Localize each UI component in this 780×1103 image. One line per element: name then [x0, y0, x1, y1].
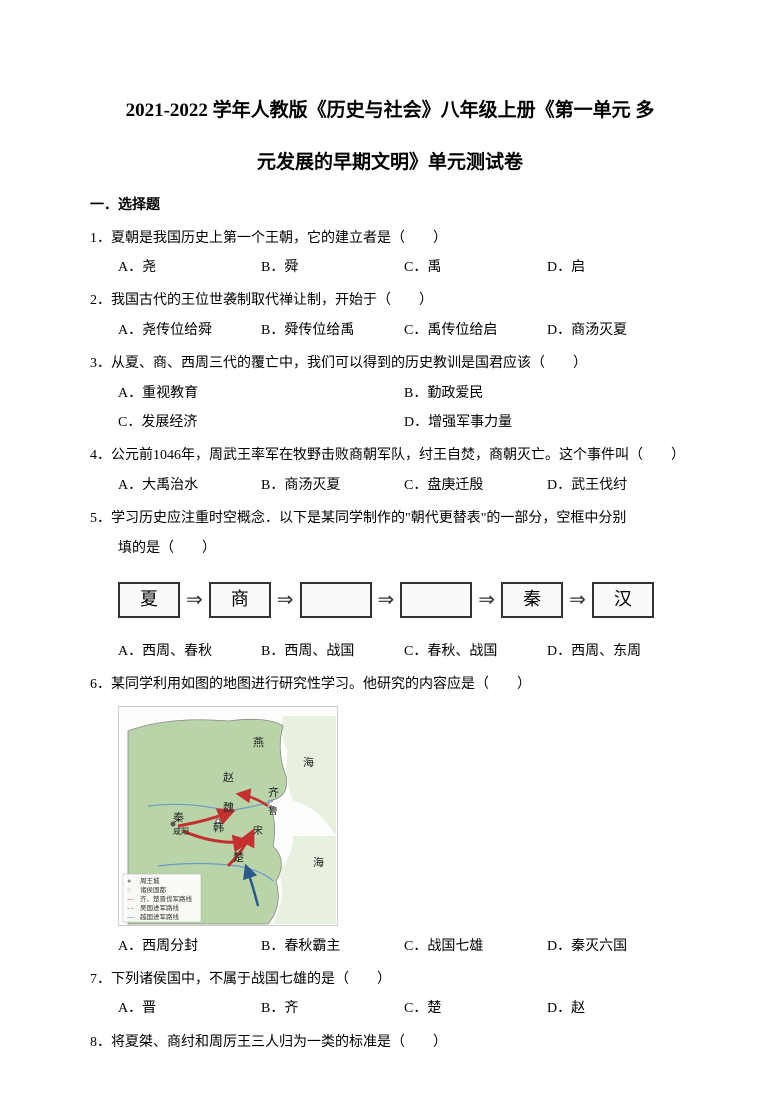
q2-options: A．尧传位给舜 B．舜传位给禹 C．禹传位给启 D．商汤灭夏: [90, 316, 690, 345]
history-map: 燕赵齐魏韩秦楚宋鲁海海咸阳●周王城○诸侯国都—齐、楚晋伐军路线- -吴国进军路线…: [118, 706, 338, 926]
q1-opt-c: C．禹: [404, 253, 547, 282]
svg-text:海: 海: [313, 855, 324, 869]
question-5: 5．学习历史应注重时空概念．以下是某同学制作的"朝代更替表"的一部分，空框中分别…: [90, 504, 690, 666]
q2-opt-a: A．尧传位给舜: [118, 316, 261, 345]
q4-opt-a: A．大禹治水: [118, 471, 261, 500]
q6-text: 6．某同学利用如图的地图进行研究性学习。他研究的内容应是（ ）: [90, 670, 690, 699]
q7-opt-d: D．赵: [547, 994, 690, 1023]
svg-text:魏: 魏: [223, 800, 234, 814]
q8-text: 8．将夏桀、商纣和周厉王三人归为一类的标准是（ ）: [90, 1028, 690, 1057]
svg-text:齐: 齐: [268, 785, 279, 799]
flowchart-box-2: [300, 582, 372, 618]
q6-opt-c: C．战国七雄: [404, 932, 547, 961]
q2-opt-d: D．商汤灭夏: [547, 316, 690, 345]
q1-opt-a: A．尧: [118, 253, 261, 282]
q7-opt-a: A．晋: [118, 994, 261, 1023]
q5-opt-d: D．西周、东周: [547, 637, 690, 666]
svg-text:吴国进军路线: 吴国进军路线: [140, 903, 180, 912]
flowchart-arrow-icon: ⇒: [569, 579, 586, 621]
q3-opt-b: B．勤政爱民: [404, 379, 690, 408]
svg-text:- -: - -: [127, 904, 134, 912]
flowchart-box-1: 商: [209, 582, 271, 618]
q7-text: 7．下列诸侯国中，不属于战国七雄的是（ ）: [90, 965, 690, 994]
svg-text:齐、楚晋伐军路线: 齐、楚晋伐军路线: [140, 894, 193, 903]
svg-text:—: —: [126, 913, 135, 921]
q4-options: A．大禹治水 B．商汤灭夏 C．盘庚迁殷 D．武王伐纣: [90, 471, 690, 500]
svg-text:楚: 楚: [233, 850, 244, 864]
svg-text:秦: 秦: [173, 810, 184, 824]
svg-text:宋: 宋: [253, 824, 263, 837]
q2-opt-c: C．禹传位给启: [404, 316, 547, 345]
svg-text:越国进军路线: 越国进军路线: [140, 912, 180, 921]
q1-text: 1．夏朝是我国历史上第一个王朝，它的建立者是（ ）: [90, 224, 690, 253]
flowchart-box-5: 汉: [592, 582, 654, 618]
flowchart-arrow-icon: ⇒: [277, 579, 294, 621]
q4-opt-c: C．盘庚迁殷: [404, 471, 547, 500]
q3-opt-d: D．增强军事力量: [404, 408, 690, 437]
q1-options: A．尧 B．舜 C．禹 D．启: [90, 253, 690, 282]
question-8: 8．将夏桀、商纣和周厉王三人归为一类的标准是（ ）: [90, 1028, 690, 1057]
exam-title-line2: 元发展的早期文明》单元测试卷: [90, 142, 690, 184]
question-1: 1．夏朝是我国历史上第一个王朝，它的建立者是（ ） A．尧 B．舜 C．禹 D．…: [90, 224, 690, 283]
question-7: 7．下列诸侯国中，不属于战国七雄的是（ ） A．晋 B．齐 C．楚 D．赵: [90, 965, 690, 1024]
flowchart-box-4: 秦: [501, 582, 563, 618]
flowchart-box-3: [400, 582, 472, 618]
flowchart-arrow-icon: ⇒: [378, 579, 395, 621]
svg-text:周王城: 周王城: [140, 877, 160, 885]
q7-options: A．晋 B．齐 C．楚 D．赵: [90, 994, 690, 1023]
q6-opt-a: A．西周分封: [118, 932, 261, 961]
svg-text:诸侯国都: 诸侯国都: [140, 885, 167, 894]
question-3: 3．从夏、商、西周三代的覆亡中，我们可以得到的历史教训是国君应该（ ） A．重视…: [90, 349, 690, 437]
flowchart-arrow-icon: ⇒: [186, 579, 203, 621]
svg-text:韩: 韩: [213, 820, 224, 834]
q3-options: A．重视教育 B．勤政爱民 C．发展经济 D．增强军事力量: [90, 379, 690, 438]
section-1-header: 一．选择题: [90, 194, 690, 214]
question-4: 4．公元前1046年，周武王率军在牧野击败商朝军队，纣王自焚，商朝灭亡。这个事件…: [90, 441, 690, 500]
q7-opt-b: B．齐: [261, 994, 404, 1023]
svg-text:咸阳: 咸阳: [173, 826, 189, 836]
q5-opt-c: C．春秋、战国: [404, 637, 547, 666]
q5-opt-a: A．西周、春秋: [118, 637, 261, 666]
exam-title-line1: 2021-2022 学年人教版《历史与社会》八年级上册《第一单元 多: [90, 90, 690, 132]
q3-text: 3．从夏、商、西周三代的覆亡中，我们可以得到的历史教训是国君应该（ ）: [90, 349, 690, 378]
svg-text:燕: 燕: [253, 736, 264, 749]
q6-opt-d: D．秦灭六国: [547, 932, 690, 961]
q6-options: A．西周分封 B．春秋霸主 C．战国七雄 D．秦灭六国: [90, 932, 690, 961]
q5-text: 5．学习历史应注重时空概念．以下是某同学制作的"朝代更替表"的一部分，空框中分别: [90, 504, 690, 533]
svg-text:海: 海: [303, 755, 314, 769]
question-2: 2．我国古代的王位世袭制取代禅让制，开始于（ ） A．尧传位给舜 B．舜传位给禹…: [90, 286, 690, 345]
flowchart-arrow-icon: ⇒: [478, 579, 495, 621]
q7-opt-c: C．楚: [404, 994, 547, 1023]
svg-text:●: ●: [127, 877, 131, 885]
q3-opt-a: A．重视教育: [118, 379, 404, 408]
q4-opt-b: B．商汤灭夏: [261, 471, 404, 500]
q1-opt-d: D．启: [547, 253, 690, 282]
q2-text: 2．我国古代的王位世袭制取代禅让制，开始于（ ）: [90, 286, 690, 315]
q4-text: 4．公元前1046年，周武王率军在牧野击败商朝军队，纣王自焚，商朝灭亡。这个事件…: [90, 441, 690, 470]
q4-opt-d: D．武王伐纣: [547, 471, 690, 500]
q5-text2: 填的是（ ）: [90, 534, 690, 563]
q3-opt-c: C．发展经济: [118, 408, 404, 437]
q6-map-container: 燕赵齐魏韩秦楚宋鲁海海咸阳●周王城○诸侯国都—齐、楚晋伐军路线- -吴国进军路线…: [90, 706, 690, 926]
q5-options: A．西周、春秋 B．西周、战国 C．春秋、战国 D．西周、东周: [90, 637, 690, 666]
svg-text:—: —: [126, 895, 135, 903]
question-6: 6．某同学利用如图的地图进行研究性学习。他研究的内容应是（ ） 燕赵齐魏韩 秦楚宋…: [90, 670, 690, 961]
q6-opt-b: B．春秋霸主: [261, 932, 404, 961]
q5-opt-b: B．西周、战国: [261, 637, 404, 666]
svg-text:鲁: 鲁: [268, 804, 278, 817]
svg-text:○: ○: [127, 886, 131, 894]
flowchart-box-0: 夏: [118, 582, 180, 618]
svg-text:赵: 赵: [223, 770, 234, 784]
q2-opt-b: B．舜传位给禹: [261, 316, 404, 345]
q1-opt-b: B．舜: [261, 253, 404, 282]
dynasty-flowchart: 夏⇒商⇒⇒⇒秦⇒汉: [90, 567, 690, 633]
